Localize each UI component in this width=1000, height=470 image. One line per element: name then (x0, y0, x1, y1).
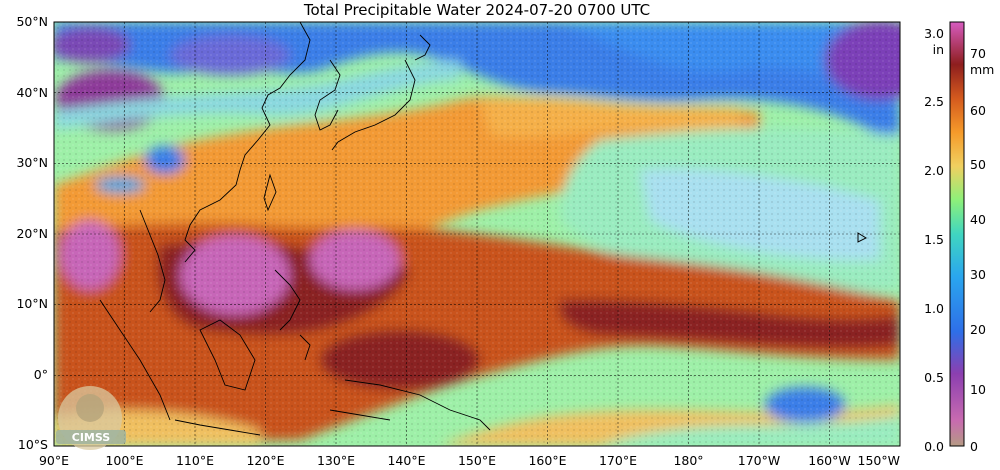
lon-label: 100°E (105, 453, 143, 468)
colorbar-mm-unit: mm (970, 62, 994, 77)
colorbar-inch-unit: in (933, 42, 944, 57)
colorbar-mm-tick: 0 (970, 439, 978, 454)
lon-label: 160°W (808, 453, 850, 468)
colorbar-inch-tick: 1.0 (924, 301, 944, 316)
lon-label: 170°E (599, 453, 637, 468)
map-frame (53, 21, 901, 447)
colorbar: in mm 3.0 2.5 2.0 1.5 1.0 0.5 0.0 70 60 … (924, 21, 994, 454)
lon-label: 170°W (738, 453, 780, 468)
colorbar-inch-tick: 1.5 (924, 232, 944, 247)
colorbar-mm-tick: 60 (970, 103, 986, 118)
lon-label: 130°E (317, 453, 355, 468)
lon-label: 120°E (246, 453, 284, 468)
colorbar-inch-tick: 0.5 (924, 370, 944, 385)
coastlines (99, 22, 491, 436)
lat-label: 30°N (16, 155, 48, 170)
lat-label: 10°S (18, 437, 48, 452)
lon-label: 90°E (39, 453, 69, 468)
colorbar-mm-tick: 40 (970, 212, 986, 227)
lat-label: 20°N (16, 226, 48, 241)
lon-label: 180° (673, 453, 703, 468)
colorbar-mm-tick: 70 (970, 46, 986, 61)
tpw-field (54, 22, 900, 446)
cimss-logo: CIMSS (56, 386, 126, 450)
colorbar-inch-tick: 2.5 (924, 94, 944, 109)
colorbar-mm-tick: 30 (970, 267, 986, 282)
lat-label: 0° (34, 367, 48, 382)
lon-label: 150°E (458, 453, 496, 468)
colorbar-mm-tick: 10 (970, 382, 986, 397)
lat-label: 40°N (16, 85, 48, 100)
logo-text: CIMSS (72, 431, 111, 444)
lon-label: 140°E (387, 453, 425, 468)
lon-label: 110°E (176, 453, 214, 468)
colorbar-inch-tick: 0.0 (924, 439, 944, 454)
map-title: Total Precipitable Water 2024-07-20 0700… (303, 1, 651, 19)
colorbar-inch-tick: 2.0 (924, 163, 944, 178)
colorbar-mm-tick: 20 (970, 322, 986, 337)
lat-label: 10°N (16, 296, 48, 311)
lon-label: 160°E (528, 453, 566, 468)
lon-label: 150°W (858, 453, 900, 468)
graticule (54, 22, 900, 446)
colorbar-inch-tick: 3.0 (924, 26, 944, 41)
marker-icon (857, 232, 868, 243)
lat-label: 50°N (16, 14, 48, 29)
colorbar-mm-tick: 50 (970, 157, 986, 172)
